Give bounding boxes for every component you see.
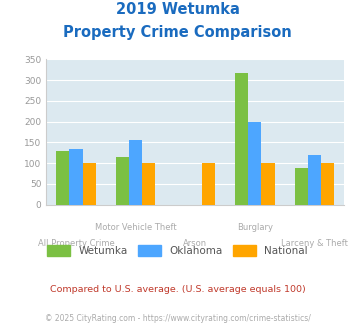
Bar xyxy=(261,163,274,205)
Text: 2019 Wetumka: 2019 Wetumka xyxy=(116,2,239,16)
Text: Burglary: Burglary xyxy=(237,223,273,232)
Bar xyxy=(56,151,70,205)
Bar xyxy=(295,168,308,205)
Bar xyxy=(202,163,215,205)
Text: Motor Vehicle Theft: Motor Vehicle Theft xyxy=(95,223,176,232)
Legend: Wetumka, Oklahoma, National: Wetumka, Oklahoma, National xyxy=(43,241,312,260)
Bar xyxy=(129,140,142,205)
Bar xyxy=(70,148,82,205)
Bar xyxy=(248,122,261,205)
Text: All Property Crime: All Property Crime xyxy=(38,239,114,248)
Text: Compared to U.S. average. (U.S. average equals 100): Compared to U.S. average. (U.S. average … xyxy=(50,285,305,294)
Bar xyxy=(321,163,334,205)
Bar xyxy=(308,155,321,205)
Text: © 2025 CityRating.com - https://www.cityrating.com/crime-statistics/: © 2025 CityRating.com - https://www.city… xyxy=(45,314,310,323)
Text: Arson: Arson xyxy=(183,239,207,248)
Text: Larceny & Theft: Larceny & Theft xyxy=(281,239,348,248)
Bar xyxy=(142,163,155,205)
Bar xyxy=(116,157,129,205)
Text: Property Crime Comparison: Property Crime Comparison xyxy=(63,25,292,40)
Bar xyxy=(82,163,95,205)
Bar xyxy=(235,73,248,205)
